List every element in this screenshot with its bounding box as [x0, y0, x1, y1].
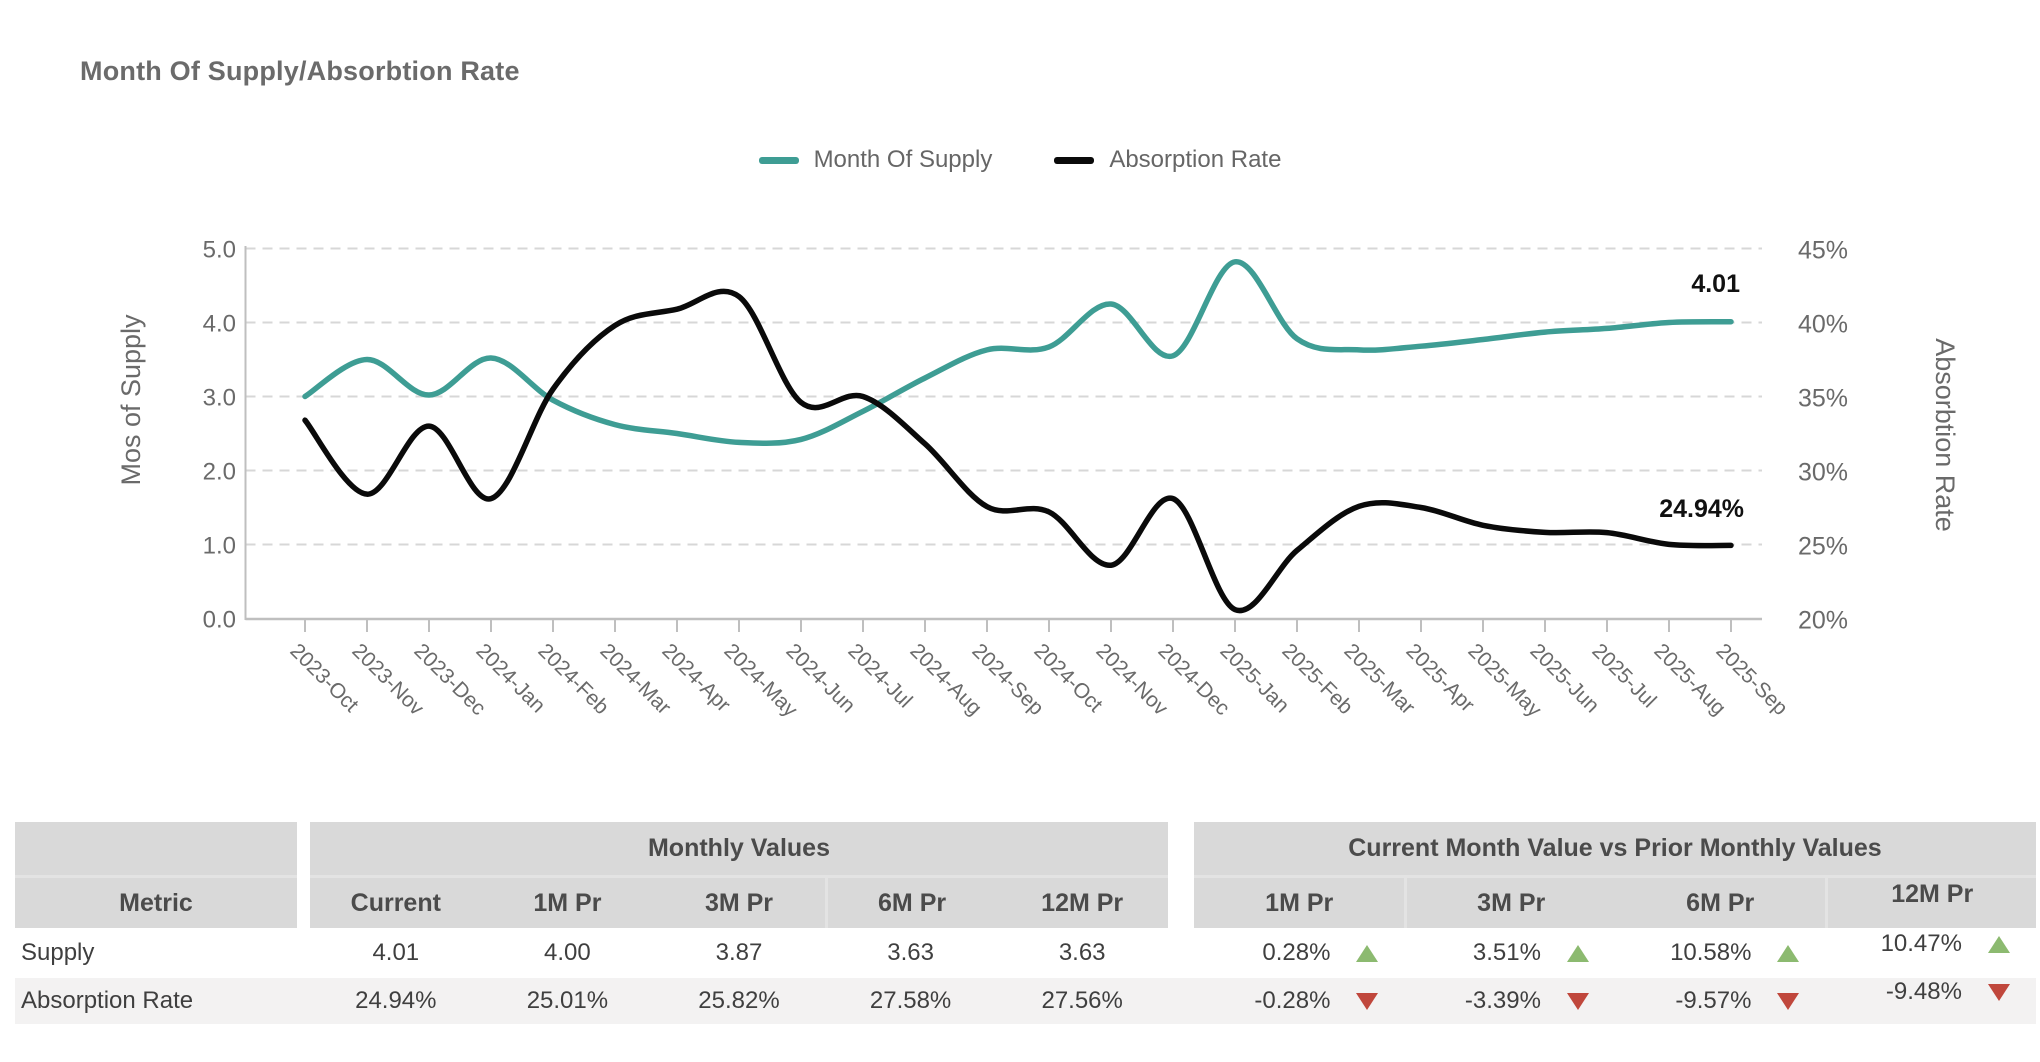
column-header-monthly-6m-pr: 6M Pr	[824, 875, 997, 928]
comparison-value: -9.48%	[1885, 978, 1962, 1005]
series-absorption-rate[interactable]	[302, 288, 1734, 614]
comparison-cell-0-2: 10.58%	[1615, 928, 1826, 978]
column-header-label: 12M Pr	[1891, 879, 1974, 908]
svg-text:20%: 20%	[1798, 607, 1848, 635]
comparison-cell-1-3: -9.48%	[1825, 978, 2036, 1024]
triangle-up-icon	[1566, 944, 1589, 962]
svg-text:0.0: 0.0	[203, 607, 236, 634]
comparison-value: 10.58%	[1670, 939, 1752, 966]
svg-text:40%: 40%	[1798, 311, 1848, 339]
svg-text:25%: 25%	[1798, 533, 1848, 561]
triangle-down-icon	[1777, 992, 1800, 1010]
comparison-value: 0.28%	[1262, 939, 1331, 966]
row-gap	[297, 928, 310, 978]
triangle-up-icon	[1777, 944, 1800, 962]
monthly-value-1-2: 25.82%	[653, 978, 825, 1024]
column-header-comparison-1m-pr: 1M Pr	[1193, 875, 1405, 928]
series-month-of-supply[interactable]	[302, 259, 1734, 446]
monthly-value-0-2: 3.87	[715, 939, 763, 966]
row-gap	[1167, 928, 1194, 978]
header-gap	[1167, 875, 1194, 928]
monthly-value-0-4: 3.63	[1058, 939, 1106, 966]
comparison-cell-1-2: -9.57%	[1614, 978, 1826, 1024]
y-axis-title-left: Mos of Supply	[116, 314, 146, 486]
y-axis-title-right: Absorbtion Rate	[1930, 338, 1960, 532]
chart-title: Month Of Supply/Absorbtion Rate	[80, 56, 520, 86]
column-header-monthly-current: Current	[310, 875, 482, 928]
row-gap	[297, 978, 310, 1024]
monthly-value-1-0: 24.94%	[310, 978, 482, 1024]
column-header-comparison-6m-pr: 6M Pr	[1614, 875, 1826, 928]
legend-item-month-of-supply[interactable]: Month Of Supply	[758, 146, 993, 174]
svg-text:35%: 35%	[1798, 385, 1848, 413]
metric-header-blank	[15, 822, 297, 875]
column-header-monthly-12m-pr: 12M Pr	[996, 875, 1168, 928]
comparison-cell-0-0: 0.28%	[1194, 928, 1405, 978]
header-gap	[1167, 822, 1194, 875]
y-axis-tick-labels-left: 0.0 1.0 2.0 3.0 4.0 5.0	[203, 237, 236, 634]
svg-text:30%: 30%	[1798, 459, 1848, 487]
svg-text:4.0: 4.0	[203, 311, 236, 338]
header-gap	[297, 875, 310, 928]
comparison-cell-1-0: -0.28%	[1193, 978, 1405, 1024]
column-header-comparison-3m-pr: 3M Pr	[1404, 875, 1615, 928]
x-axis-labels: 2023-Oct2023-Nov2023-Dec2024-Jan2024-Feb…	[285, 639, 1792, 722]
comparison-value: 3.51%	[1472, 939, 1541, 966]
column-header-metric: Metric	[15, 875, 297, 928]
monthly-value-1-4: 27.56%	[996, 978, 1168, 1024]
column-header-comparison-12m-pr: 12M Pr	[1825, 875, 2036, 928]
comparison-value: 10.47%	[1880, 930, 1962, 957]
svg-text:45%: 45%	[1798, 237, 1848, 265]
triangle-up-icon	[1356, 944, 1379, 962]
column-header-label: 1M Pr	[1265, 888, 1334, 917]
svg-text:1.0: 1.0	[203, 533, 236, 560]
data-label-supply-current: 4.01	[1691, 270, 1740, 298]
comparison-value: -9.57%	[1675, 987, 1752, 1014]
comparison-cell-0-3: 10.47%	[1825, 928, 2036, 978]
column-header-monthly-1m-pr: 1M Pr	[481, 875, 654, 928]
column-header-label: 6M Pr	[1686, 888, 1755, 917]
row-label-absorption-rate: Absorption Rate	[15, 978, 297, 1024]
svg-text:3.0: 3.0	[203, 385, 236, 412]
column-header-label: 3M Pr	[1477, 888, 1546, 917]
column-header-monthly-3m-pr: 3M Pr	[653, 875, 825, 928]
svg-text:2.0: 2.0	[203, 459, 236, 486]
legend-item-absorption-rate[interactable]: Absorption Rate	[1054, 146, 1281, 174]
chart-legend: Month Of Supply Absorption Rate	[0, 146, 2040, 174]
triangle-down-icon	[1356, 992, 1379, 1010]
metrics-table: Monthly Values Current Month Value vs Pri…	[15, 822, 2036, 1024]
triangle-down-icon	[1987, 983, 2010, 1001]
row-gap	[1167, 978, 1194, 1024]
triangle-down-icon	[1566, 992, 1589, 1010]
comparison-value: -3.39%	[1464, 987, 1541, 1014]
legend-label: Month Of Supply	[813, 146, 993, 173]
comparison-cell-1-1: -3.39%	[1404, 978, 1615, 1024]
monthly-value-0-0: 4.01	[372, 939, 420, 966]
comparison-cell-0-1: 3.51%	[1404, 928, 1615, 978]
monthly-value-0-3: 3.63	[887, 939, 934, 966]
svg-text:5.0: 5.0	[203, 237, 236, 264]
legend-swatch-absorption-rate	[1054, 156, 1095, 164]
data-label-absorption-current: 24.94%	[1659, 495, 1744, 523]
legend-label: Absorption Rate	[1109, 146, 1282, 173]
group-header-monthly-values: Monthly Values	[310, 822, 1168, 875]
monthly-value-1-1: 25.01%	[481, 978, 654, 1024]
line-chart-svg: 2023-Oct2023-Nov2023-Dec2024-Jan2024-Feb…	[116, 237, 1960, 722]
monthly-value-0-1: 4.00	[544, 939, 591, 966]
legend-swatch-month-of-supply	[758, 156, 799, 164]
header-gap	[297, 822, 310, 875]
comparison-value: -0.28%	[1254, 987, 1331, 1014]
row-label-supply: Supply	[21, 939, 95, 966]
y-axis-tick-labels-right: 20% 25% 30% 35% 40% 45%	[1798, 237, 1848, 635]
monthly-value-1-3: 27.58%	[824, 978, 997, 1024]
group-header-comparison: Current Month Value vs Prior Monthly Val…	[1193, 822, 2036, 875]
triangle-up-icon	[1987, 935, 2010, 953]
grid-lines	[245, 247, 1762, 546]
x-axis-ticks	[304, 619, 1732, 632]
